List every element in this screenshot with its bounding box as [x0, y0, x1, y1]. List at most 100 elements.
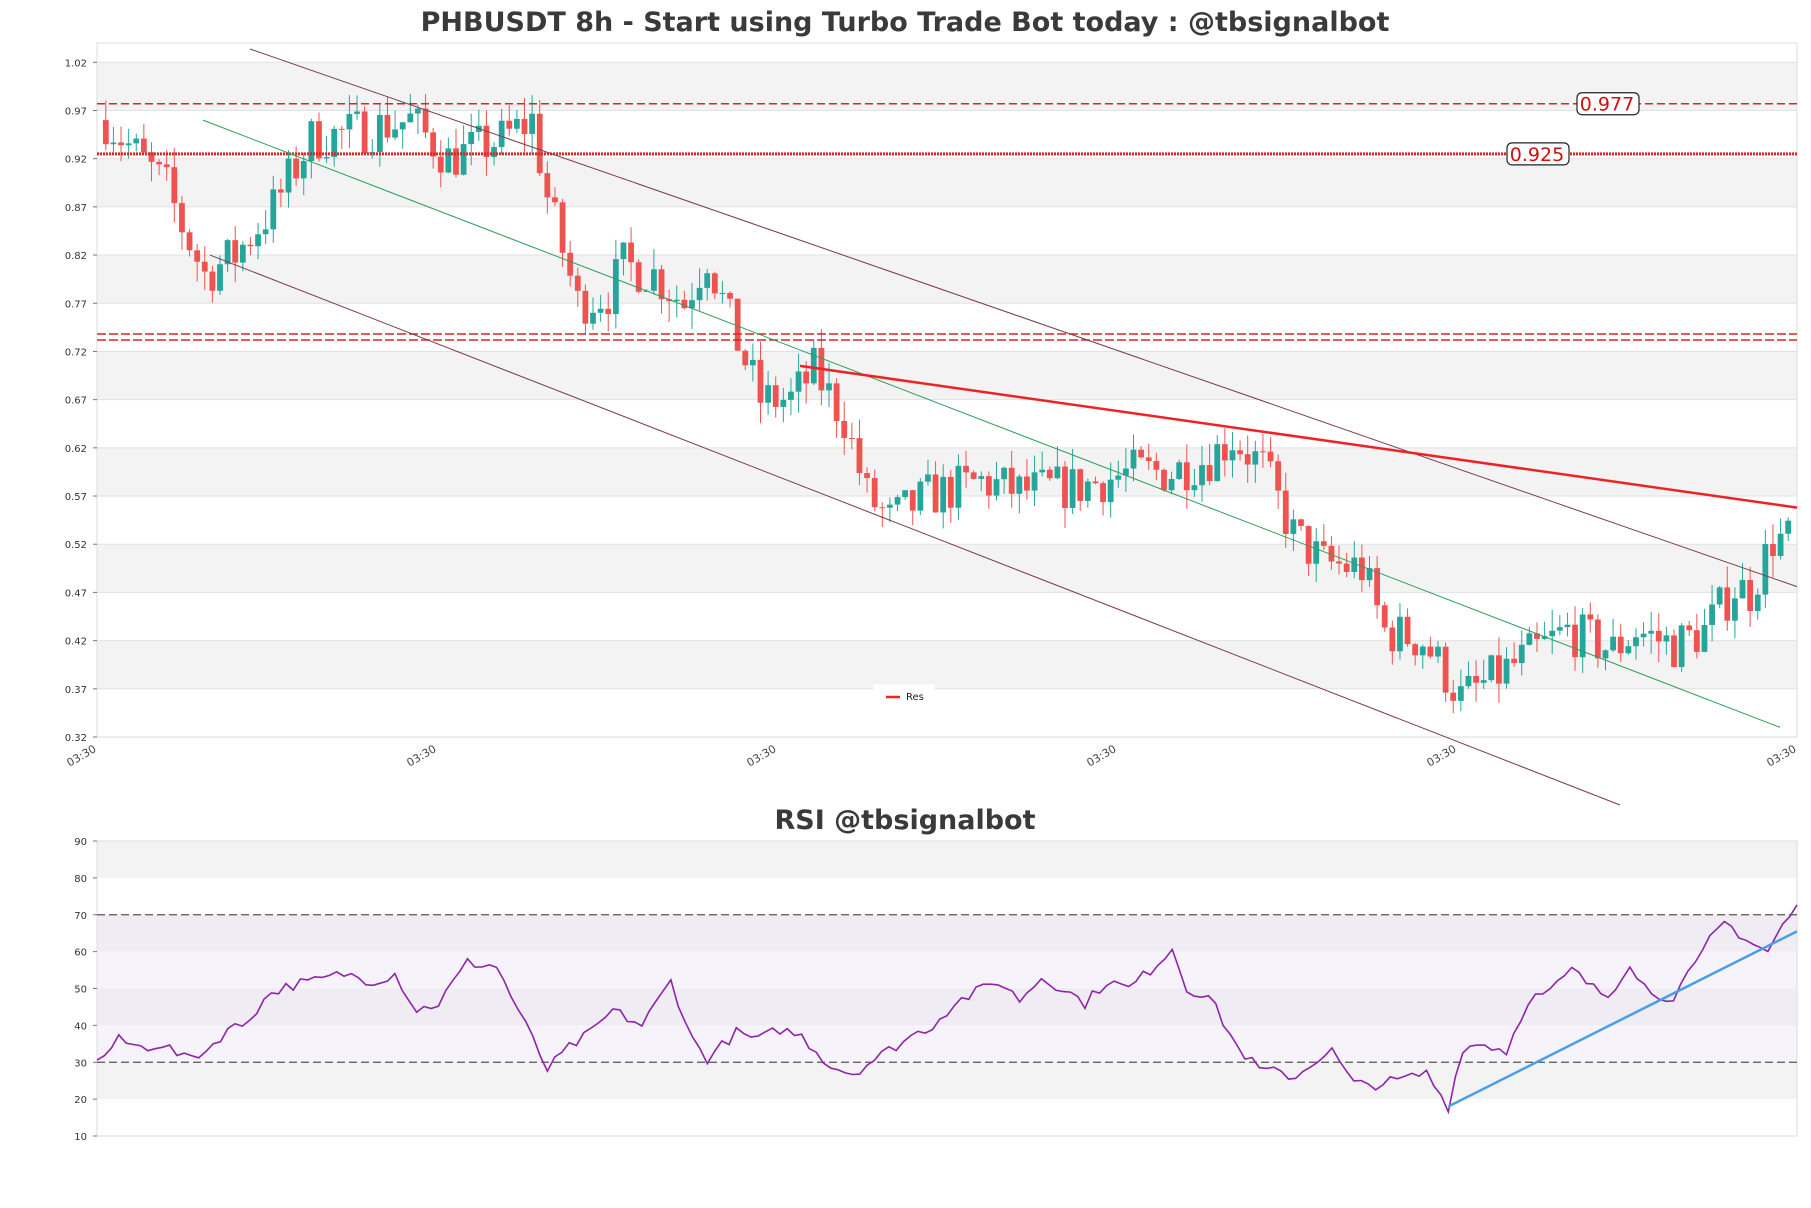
candle-body	[323, 156, 330, 159]
candle-body	[1412, 644, 1419, 656]
candle-body	[1564, 624, 1571, 628]
candle-body	[1115, 475, 1122, 480]
candle-body	[361, 111, 368, 154]
candle-body	[742, 350, 749, 366]
candle-body	[1183, 462, 1190, 491]
candle-body	[1298, 519, 1304, 526]
candle-body	[1587, 614, 1594, 620]
candle-body	[1046, 469, 1053, 479]
candle-body	[171, 167, 178, 204]
candle-body	[727, 292, 733, 299]
candle-body	[201, 261, 208, 272]
candle-body	[338, 128, 345, 130]
candle-body	[567, 252, 574, 276]
candle-body	[513, 118, 520, 129]
channel-upper-line	[249, 48, 1798, 588]
candle-body	[1275, 461, 1282, 491]
candle-body	[1610, 636, 1616, 651]
candle-body	[392, 129, 398, 138]
candle-body	[1107, 479, 1114, 503]
candle-body	[1336, 561, 1342, 564]
candle-body	[1244, 454, 1251, 465]
candle-body	[376, 114, 383, 153]
candle-body	[1374, 568, 1381, 606]
channel-lower-line	[209, 254, 1621, 806]
candle-body	[1732, 598, 1738, 621]
candle-body	[224, 240, 231, 265]
candle-body	[772, 385, 779, 407]
candle-body	[1381, 605, 1388, 628]
y-tick-label: 0.42	[65, 637, 87, 648]
candle-body	[1282, 490, 1289, 534]
candle-body	[605, 308, 612, 315]
candle-body	[1313, 541, 1320, 564]
candle-body	[1671, 635, 1677, 667]
candle-body	[1465, 675, 1472, 687]
candle-body	[1701, 624, 1708, 652]
y-tick-label: 0.92	[65, 155, 87, 166]
candle-body	[993, 479, 1000, 496]
x-tick-label: 03:30	[1425, 742, 1459, 769]
candle-body	[1526, 633, 1533, 645]
candle-body	[765, 385, 771, 403]
candle-body	[239, 244, 246, 263]
rsi-y-tick-label: 80	[74, 874, 87, 885]
candle-body	[985, 476, 992, 496]
rsi-y-tick-label: 20	[74, 1095, 87, 1106]
x-tick-label: 03:30	[65, 742, 99, 769]
candle-body	[925, 474, 931, 482]
candle-body	[1480, 680, 1487, 683]
candle-body	[1206, 465, 1213, 482]
candle-body	[841, 420, 848, 438]
candle-body	[536, 113, 543, 174]
candle-body	[468, 131, 475, 145]
candle-body	[1640, 633, 1647, 638]
candle-body	[247, 244, 254, 247]
candle-body	[255, 234, 261, 247]
y-tick-label: 0.97	[65, 106, 87, 117]
candle-body	[803, 371, 810, 384]
candle-body	[757, 359, 764, 403]
candle-body	[1450, 692, 1457, 701]
rsi-y-tick-label: 90	[74, 837, 87, 848]
candle-body	[1625, 646, 1632, 654]
candle-body	[1633, 637, 1639, 647]
candle-body	[719, 292, 726, 294]
candle-body	[140, 138, 147, 153]
candle-body	[1419, 646, 1426, 656]
candle-body	[1503, 658, 1510, 684]
candle-body	[1123, 468, 1129, 476]
rsi-grid-band	[97, 914, 1797, 952]
y-tick-label: 0.47	[65, 588, 87, 599]
candle-body	[1427, 646, 1434, 657]
candle-body	[529, 113, 536, 135]
rsi-y-tick-label: 70	[74, 911, 87, 922]
candle-body	[856, 438, 863, 474]
rsi-plot: 90 80 70 60 50 40 30 20 10	[74, 837, 1798, 1143]
candle-body	[1770, 544, 1776, 556]
candle-body	[1229, 450, 1236, 461]
candle-body	[597, 308, 604, 313]
candle-body	[232, 240, 239, 263]
candle-body	[430, 132, 437, 157]
candle-body	[1397, 616, 1403, 652]
rsi-y-tick-label: 60	[74, 948, 87, 959]
candle-body	[1488, 655, 1495, 681]
candle-body	[1221, 444, 1228, 461]
candle-body	[848, 437, 855, 439]
candle-body	[1039, 469, 1046, 473]
candle-body	[278, 189, 284, 193]
candle-body	[1457, 686, 1464, 701]
candle-body	[902, 490, 909, 498]
candle-body	[1092, 481, 1099, 484]
grid-band	[97, 640, 1797, 689]
trend-line-green	[202, 119, 1781, 728]
level-label-box	[1576, 92, 1640, 116]
candle-body	[1686, 625, 1693, 631]
candle-body	[590, 312, 596, 324]
candle-body	[118, 142, 124, 146]
grid-band	[97, 158, 1797, 207]
candle-body	[1785, 520, 1792, 534]
candle-body	[1130, 449, 1137, 469]
plot-frame	[96, 42, 1798, 738]
